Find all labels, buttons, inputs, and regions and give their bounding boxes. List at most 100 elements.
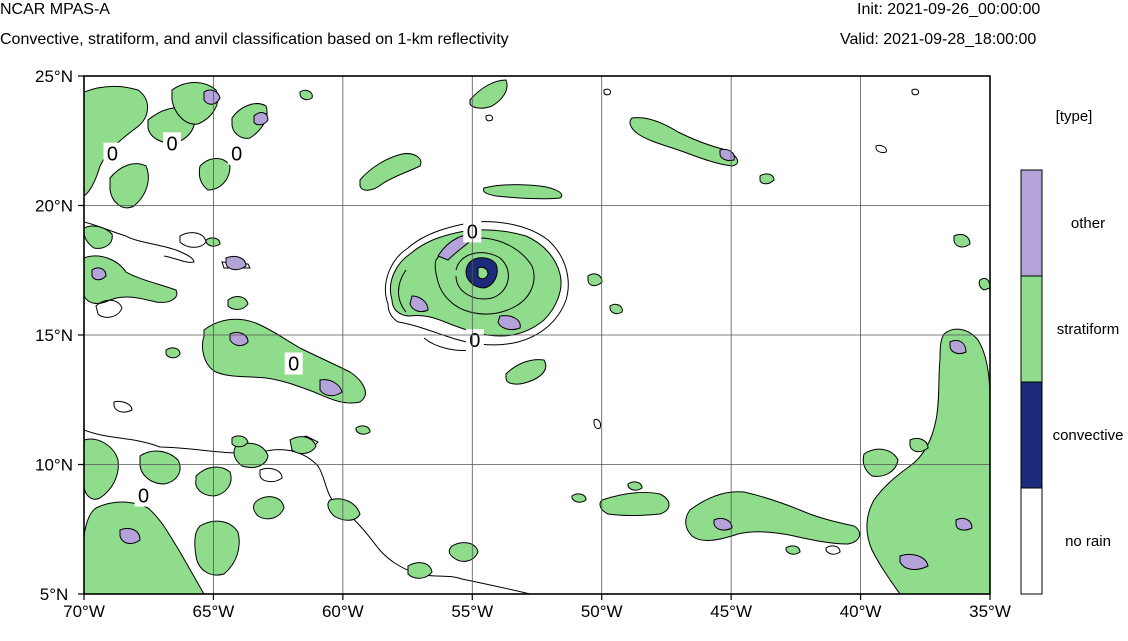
contour-label: 0	[231, 144, 242, 166]
lat-tick-label: 25°N	[35, 67, 73, 86]
rain-band	[713, 517, 733, 531]
lat-tick-label: 10°N	[35, 456, 73, 475]
lon-tick-label: 65°W	[193, 602, 235, 621]
legend: [type] other stratiform convective no rain	[1020, 108, 1123, 595]
contour-line	[259, 467, 283, 483]
axis-ticks: 70°W 65°W 60°W 55°W 50°W 45°W 40°W 35°W 25°N 20°N…	[35, 67, 1011, 621]
rain-cell	[949, 339, 967, 355]
contour-label-bg	[284, 352, 303, 375]
rain-cell	[407, 562, 433, 579]
rain-cell	[231, 103, 268, 139]
contour-line	[911, 88, 919, 96]
rain-cell	[978, 277, 990, 291]
legend-swatch-other	[1020, 169, 1043, 277]
hurricane-eye	[477, 266, 489, 280]
lon-tick-label: 40°W	[840, 602, 882, 621]
rain-cell	[119, 527, 141, 544]
rain-cell	[953, 233, 971, 248]
contour-label-bg	[103, 142, 122, 165]
contour-line	[384, 221, 569, 346]
contour-label: 0	[166, 133, 177, 155]
rain-cell	[759, 173, 775, 185]
rain-cells	[84, 79, 990, 594]
rain-cell	[253, 112, 269, 126]
rain-band	[685, 491, 861, 545]
contour-line	[485, 114, 493, 122]
rain-cell	[84, 85, 148, 197]
legend-title: [type]	[1056, 108, 1093, 125]
contour-label: 0	[469, 330, 480, 352]
lat-tick-label: 5°N	[40, 585, 69, 604]
legend-label: no rain	[1065, 533, 1111, 550]
rain-cell	[231, 435, 249, 448]
contour-line	[603, 88, 611, 96]
contour-line	[825, 545, 841, 555]
rain-cell	[609, 303, 623, 315]
rain-band	[719, 149, 735, 161]
rain-cell	[253, 496, 285, 520]
lon-tick-label: 35°W	[969, 602, 1011, 621]
rain-cell	[319, 379, 343, 397]
rain-cell	[194, 520, 240, 576]
contour-label: 0	[107, 144, 118, 166]
lon-tick-label: 70°W	[63, 602, 105, 621]
rain-cell	[571, 493, 587, 503]
legend-label: other	[1071, 215, 1105, 232]
contour-label: 0	[288, 353, 299, 375]
rain-cell	[627, 481, 643, 491]
lon-tick-label: 50°W	[581, 602, 623, 621]
contour-line	[179, 232, 207, 248]
lon-tick-label: 60°W	[322, 602, 364, 621]
graticule	[84, 76, 990, 594]
rain-cell	[203, 89, 221, 105]
legend-swatch-no-rain	[1020, 487, 1043, 595]
rain-cell	[355, 425, 371, 435]
hurricane-anvil	[497, 315, 521, 331]
lat-tick-label: 20°N	[35, 197, 73, 216]
hurricane-anvil	[409, 295, 429, 313]
init-time: Init: 2021-09-26_00:00:00	[857, 1, 1041, 18]
legend-swatch-convective	[1020, 381, 1043, 489]
contour-label: 0	[138, 486, 149, 508]
rain-cell	[909, 437, 929, 453]
rain-cell	[955, 517, 973, 531]
rain-cell	[229, 331, 249, 347]
rain-cell	[84, 438, 119, 500]
lon-tick-label: 45°W	[710, 602, 752, 621]
rain-cell	[289, 436, 317, 454]
rain-band	[483, 184, 563, 200]
rain-cell	[227, 296, 249, 310]
rain-cell	[899, 553, 929, 570]
rain-cell	[327, 498, 361, 521]
rain-cell	[91, 267, 107, 281]
rain-cell	[205, 237, 221, 247]
rain-band	[599, 491, 670, 516]
rain-cell	[448, 542, 479, 562]
lat-tick-label: 15°N	[35, 326, 73, 345]
rain-band	[862, 448, 899, 477]
rain-cell	[198, 158, 231, 191]
rain-band	[469, 79, 508, 109]
rain-cell	[233, 442, 269, 469]
contour-line	[95, 299, 123, 318]
reflectivity-contours	[95, 88, 919, 555]
rain-cell	[587, 273, 603, 287]
figure-subtitle: Convective, stratiform, and anvil classi…	[0, 31, 509, 48]
rain-cell	[84, 255, 178, 304]
contour-line	[593, 419, 601, 429]
coastline-hispaniola	[84, 221, 195, 263]
rain-band	[359, 153, 422, 191]
contour-label-bg	[227, 142, 246, 165]
rain-cell	[165, 347, 181, 359]
rain-cell	[785, 545, 801, 555]
contour-line	[875, 145, 887, 153]
hurricane-inner-ring	[455, 252, 509, 300]
contour-label-bg	[134, 484, 153, 507]
model-title: NCAR MPAS-A	[0, 1, 110, 18]
contour-label-bg	[163, 132, 182, 155]
lon-tick-label: 55°W	[451, 602, 493, 621]
rain-band	[505, 359, 547, 385]
rain-cell	[109, 163, 149, 209]
